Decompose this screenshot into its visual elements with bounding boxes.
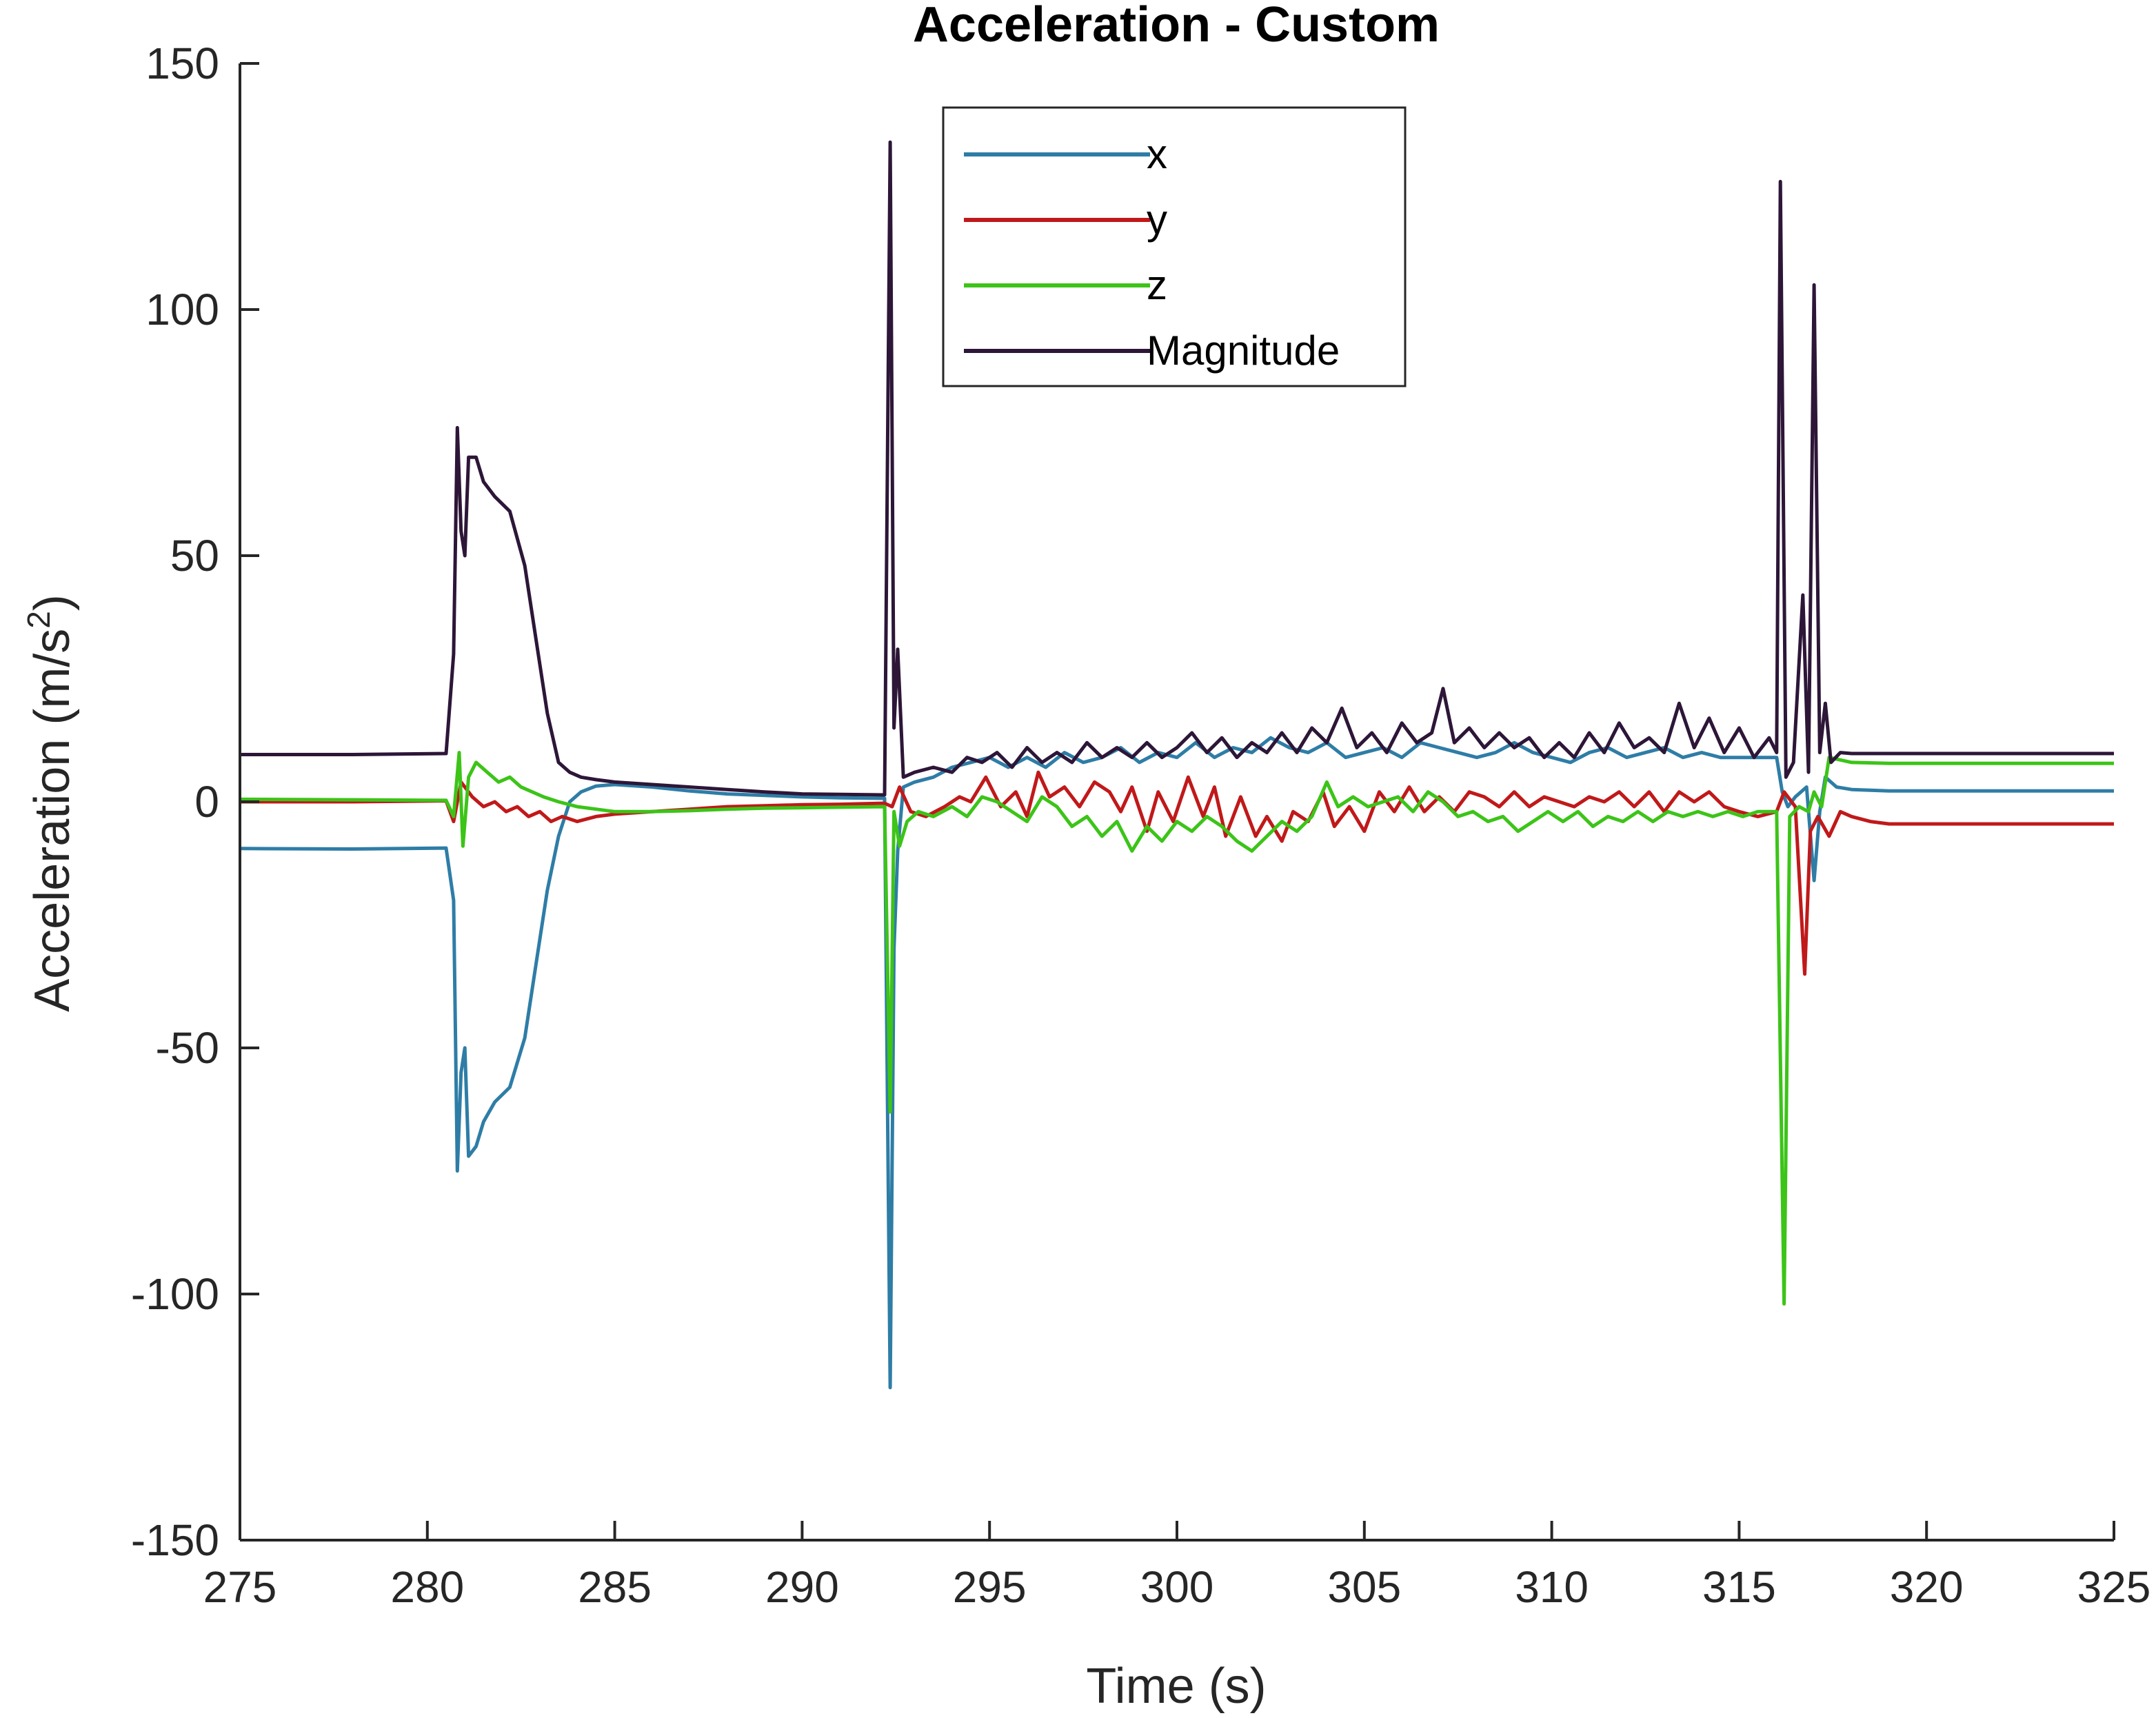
x-tick-label: 315 xyxy=(1702,1562,1776,1612)
series-line-magnitude xyxy=(240,140,2114,797)
x-tick-label: 280 xyxy=(390,1562,464,1612)
y-axis-label-superscript: 2 xyxy=(21,611,57,629)
y-tick-label: 0 xyxy=(194,777,219,827)
y-tick-label: 50 xyxy=(170,531,219,580)
plot-series-group xyxy=(239,140,2114,1390)
series-line-x xyxy=(239,736,2114,1390)
x-tick-label: 320 xyxy=(1890,1562,1964,1612)
x-tick-label: 310 xyxy=(1515,1562,1589,1612)
chart-title: Acceleration - Custom xyxy=(913,0,1440,52)
x-tick-label: 305 xyxy=(1327,1562,1401,1612)
y-axis-label-close: ) xyxy=(25,594,80,611)
x-tick-label: 285 xyxy=(578,1562,652,1612)
legend-label-magnitude: Magnitude xyxy=(1147,327,1340,374)
x-tick-label: 325 xyxy=(2077,1562,2151,1612)
ticks-group: 275 280 285 290 295 300 305 310 315 320 325 -150 -10… xyxy=(131,39,2150,1612)
y-tick-label: -50 xyxy=(156,1023,220,1073)
legend-label-z: z xyxy=(1147,262,1167,308)
x-axis-label: Time (s) xyxy=(1086,1659,1266,1714)
x-tick-label: 300 xyxy=(1140,1562,1214,1612)
x-tick-label: 290 xyxy=(765,1562,839,1612)
legend: xyz Magnitude xyxy=(942,106,1407,387)
series-line-z xyxy=(239,751,2114,1306)
x-tick-label: 275 xyxy=(203,1562,277,1612)
y-tick-label: 100 xyxy=(145,285,219,334)
y-axis-label-main: Acceleration (m/s xyxy=(25,629,80,1012)
y-tick-label: -100 xyxy=(131,1269,219,1319)
legend-label-x: x xyxy=(1147,131,1167,177)
y-tick-label: -150 xyxy=(131,1515,219,1565)
y-tick-label: 150 xyxy=(145,39,219,88)
legend-label-y: y xyxy=(1147,196,1167,243)
y-axis-label: Acceleration (m/s2) xyxy=(21,594,80,1012)
x-tick-label: 295 xyxy=(953,1562,1027,1612)
